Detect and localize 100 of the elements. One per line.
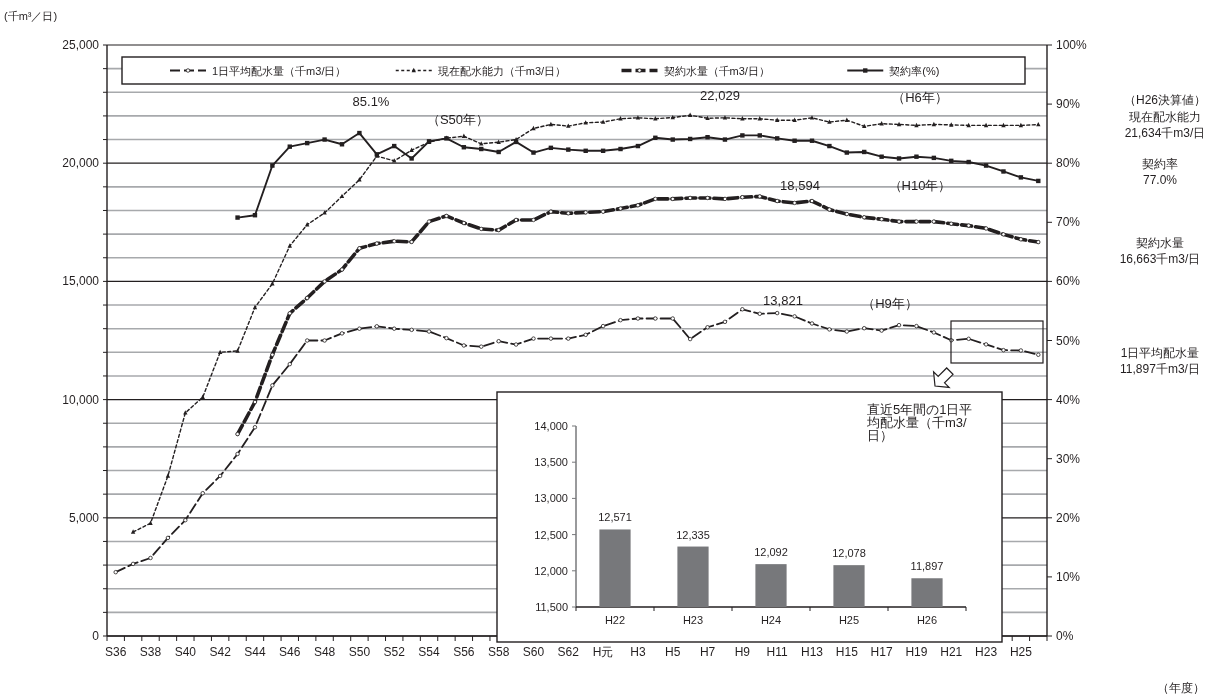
point (566, 123, 571, 128)
point (618, 146, 623, 152)
annotation: （H6年） (892, 90, 948, 105)
data-label: 12,092 (754, 546, 788, 559)
x-tick-label: S60 (522, 645, 545, 659)
y2-tick-label: 80% (1056, 156, 1081, 171)
data-label: 12,571 (598, 511, 632, 524)
point (827, 143, 832, 149)
point (479, 141, 484, 146)
point (270, 281, 275, 286)
point (896, 156, 902, 161)
text: 契約率 77.0% (1142, 157, 1178, 187)
x-tick-label: S44 (244, 645, 266, 659)
point (235, 215, 240, 220)
x-tick-label: S42 (209, 645, 232, 659)
y2-tick-label: 50% (1056, 333, 1081, 348)
text: 1日平均配水量 11,897千m3/日 (1120, 346, 1200, 376)
point (392, 158, 397, 163)
x-tick-label: S52 (383, 645, 406, 659)
text: 契約水量 16,663千m3/日 (1119, 236, 1201, 266)
legend-label: 契約率(%) (889, 64, 940, 77)
point (322, 137, 327, 142)
x-tick-label: S58 (487, 645, 510, 659)
x-tick-label: H5 (665, 645, 681, 659)
annotation: 18,594 (780, 178, 820, 193)
point (1001, 169, 1006, 174)
point (670, 114, 675, 120)
y2-tick-label: 40% (1056, 392, 1081, 407)
y2-tick-label: 100% (1056, 38, 1088, 52)
y-tick-label: 13,500 (534, 456, 568, 469)
y-tick-label: 15,000 (62, 274, 100, 289)
point (931, 121, 937, 127)
point (635, 115, 641, 120)
annotation: （H9年） (862, 296, 918, 311)
point (983, 163, 989, 168)
annotation: （S50年） (426, 112, 490, 127)
x-tick-label: H24 (760, 614, 782, 626)
annotation: 22,029 (700, 88, 740, 103)
x-tick-label: S38 (139, 645, 162, 659)
point (844, 117, 850, 122)
legend-label: 1日平均配水量（千m3/日） (212, 64, 347, 77)
point (792, 117, 797, 122)
point (740, 116, 745, 121)
x-tick-label: S54 (418, 645, 441, 659)
point (461, 133, 467, 139)
x-tick-label: H25 (1009, 645, 1033, 659)
point (653, 135, 658, 140)
text: 現在配水能力 21,634千m3/日 (1124, 110, 1206, 140)
data-label: 12,078 (832, 547, 866, 560)
point (183, 410, 188, 415)
point (409, 147, 414, 152)
x-tick-label: H3 (630, 645, 646, 659)
x-tick-label: S36 (105, 645, 127, 659)
x-tick-label: H19 (905, 645, 928, 659)
x-tick-label: H17 (870, 645, 893, 659)
y2-tick-label: 90% (1056, 97, 1081, 112)
data-label: 12,335 (676, 528, 710, 541)
y2-tick-label: 0% (1056, 629, 1074, 643)
point (357, 130, 362, 136)
y2-tick-label: 30% (1056, 451, 1081, 466)
data-label: 11,897 (910, 560, 944, 573)
x-tick-label: H元 (592, 645, 614, 659)
point (705, 135, 710, 140)
y2-tick-label: 60% (1056, 274, 1081, 289)
point (270, 163, 275, 168)
x-tick-label: H13 (800, 645, 824, 659)
point (757, 133, 762, 138)
point (722, 137, 728, 142)
y-tick-label: 12,500 (534, 528, 568, 541)
text: （H26決算値） (1123, 93, 1207, 107)
annotation: 13,821 (763, 293, 803, 308)
chart-title: 直近5年間の1日平均配水量（千m3/日） (866, 402, 973, 443)
x-tick-label: H7 (699, 645, 716, 659)
x-tick-label: S48 (313, 645, 336, 659)
x-tick-label: H15 (835, 645, 859, 659)
annotation: 85.1% (352, 94, 390, 109)
y-tick-label: 5,000 (68, 510, 100, 525)
point (862, 123, 867, 129)
point (774, 136, 780, 141)
point (966, 159, 971, 165)
x-tick-label: H23 (682, 614, 704, 626)
point (235, 348, 240, 353)
point (531, 150, 536, 155)
point (165, 473, 171, 478)
x-tick-label: H21 (940, 645, 963, 659)
point (357, 177, 362, 182)
point (1036, 121, 1041, 127)
point (949, 122, 954, 127)
point (722, 115, 728, 120)
y-tick-label: 25,000 (62, 38, 100, 52)
point (1018, 175, 1024, 180)
point (130, 529, 136, 534)
y2-tick-label: 20% (1056, 510, 1081, 525)
point (792, 138, 797, 143)
x-tick-label: S40 (174, 645, 197, 659)
x-tick-label: S46 (279, 645, 301, 659)
point (966, 122, 971, 128)
y-tick-label: 12,000 (534, 564, 568, 577)
point (217, 349, 223, 355)
y-tick-label: 11,500 (535, 601, 568, 613)
